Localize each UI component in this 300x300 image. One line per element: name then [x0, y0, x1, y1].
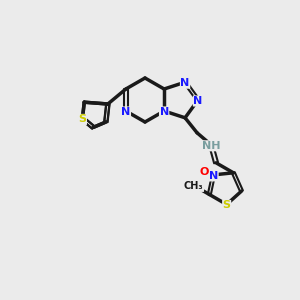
Text: O: O: [200, 167, 209, 177]
Text: CH₃: CH₃: [184, 182, 204, 191]
Text: S: S: [223, 200, 231, 211]
Text: N: N: [121, 107, 130, 117]
Text: N: N: [209, 171, 218, 181]
Text: N: N: [194, 96, 202, 106]
Text: NH: NH: [202, 141, 220, 151]
Text: N: N: [180, 78, 190, 88]
Text: S: S: [79, 114, 86, 124]
Text: N: N: [160, 107, 169, 117]
